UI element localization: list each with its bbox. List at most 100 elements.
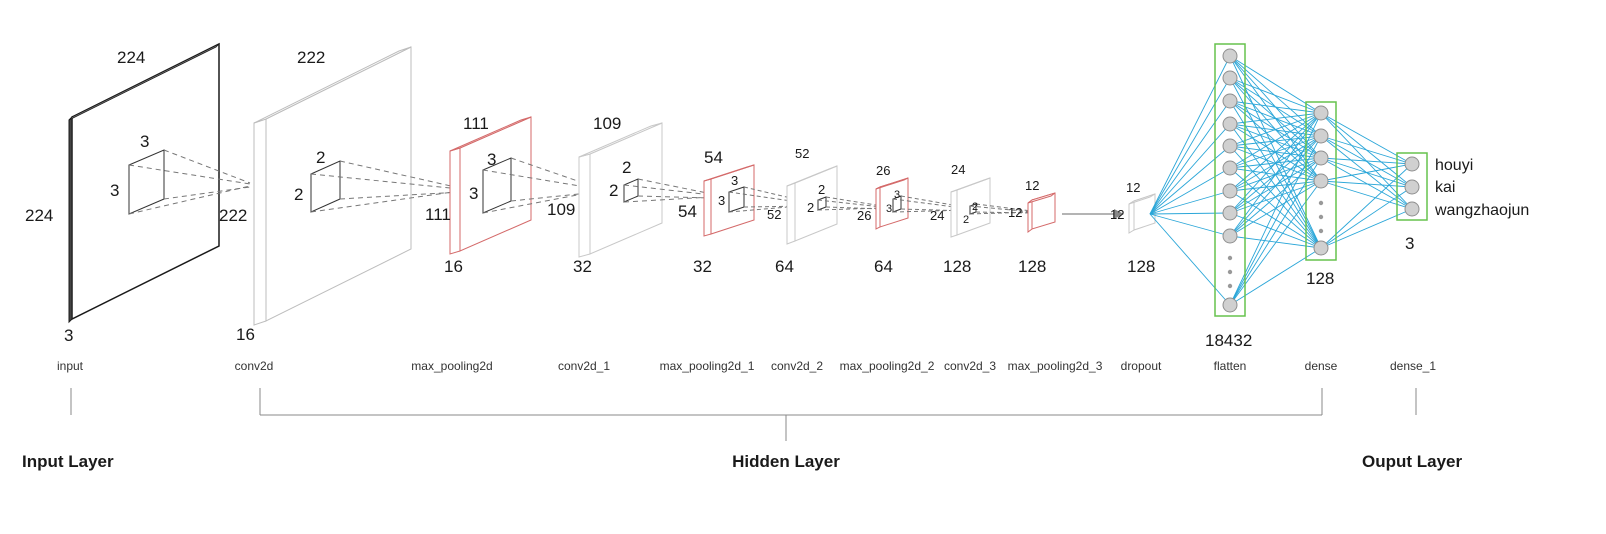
dropout-height-label: 12: [1110, 207, 1124, 222]
dense-box: [1305, 101, 1337, 261]
input-height-label: 224: [25, 206, 53, 225]
output-layer-group-label: Ouput Layer: [1362, 452, 1463, 471]
conv2d-2-width-label: 52: [795, 146, 809, 161]
dense-to-output-edge: [1320, 135, 1413, 165]
conv2d-2-kernel-w-label: 2: [818, 182, 825, 197]
conv2d-3-depth-label: 128: [943, 257, 971, 276]
max-pooling2d-kernel-h-label: 3: [469, 184, 478, 203]
output-node: [1404, 179, 1420, 195]
dense-to-output-edge: [1320, 163, 1413, 249]
conv2d-width-label: 222: [297, 48, 325, 67]
flatten-node: [1222, 228, 1238, 244]
max-pooling2d-1-width-label: 54: [704, 148, 723, 167]
dense-connections: [1149, 55, 1413, 306]
layer-name-max-pooling2d-2: max_pooling2d_2: [840, 359, 935, 373]
layer-name-max-pooling2d-1: max_pooling2d_1: [660, 359, 755, 373]
conv2d-3-kernel-h-label: 2: [963, 214, 969, 226]
flatten-to-dense-edge: [1229, 112, 1322, 237]
dropout-to-flatten-edge: [1149, 213, 1231, 237]
output-node: [1404, 156, 1420, 172]
dense-to-output-edge: [1320, 180, 1413, 188]
max-pooling2d-1-depth-label: 32: [693, 257, 712, 276]
layer-name-input: input: [57, 359, 84, 373]
flatten-to-dense-edge: [1229, 55, 1322, 137]
max-pooling2d-2-height-label: 26: [857, 208, 871, 223]
max-pooling2d-kernel-w-label: 3: [487, 150, 496, 169]
conv2d-2-block: [786, 165, 883, 245]
layer-name-flatten: flatten: [1214, 359, 1247, 373]
input-depth-label: 3: [64, 326, 73, 345]
max-pooling2d-2-block: [875, 177, 971, 230]
dense-node: [1313, 128, 1329, 144]
flatten-node: [1222, 93, 1238, 109]
input-layer-group-label: Input Layer: [22, 452, 114, 471]
conv2d-1-depth-label: 32: [573, 257, 592, 276]
output-class-label: kai: [1435, 179, 1455, 196]
conv2d-1-height-label: 109: [547, 200, 575, 219]
input-kernel-w-label: 3: [140, 132, 149, 151]
dropout-to-flatten-edge: [1149, 123, 1231, 215]
layer-name-dropout: dropout: [1121, 359, 1162, 373]
conv2d-2-height-label: 52: [767, 207, 781, 222]
max-pooling2d-3-width-label: 12: [1025, 178, 1039, 193]
dropout-depth-label: 128: [1127, 257, 1155, 276]
flatten-box: [1214, 43, 1246, 317]
dropout-to-flatten-edge: [1149, 167, 1231, 215]
layer-name-conv2d-3: conv2d_3: [944, 359, 996, 373]
dropout-to-flatten-edge: [1149, 190, 1231, 215]
conv2d-block: [253, 46, 461, 326]
dense-to-output-edge: [1320, 186, 1413, 249]
layer-name-conv2d-2: conv2d_2: [771, 359, 823, 373]
dense-to-output-edge: [1320, 112, 1413, 165]
dense-nodes: [1222, 48, 1420, 313]
dense-units-label: 128: [1306, 269, 1334, 288]
dropout-to-flatten-edge: [1149, 100, 1231, 215]
max-pooling2d-3-depth-label: 128: [1018, 257, 1046, 276]
flatten-to-dense-edge: [1229, 123, 1322, 137]
output-class-label: houyi: [1435, 157, 1473, 174]
flatten-node: [1222, 138, 1238, 154]
layer-name-conv2d-1: conv2d_1: [558, 359, 610, 373]
layer-name-max-pooling2d-3: max_pooling2d_3: [1008, 359, 1103, 373]
flatten-ellipsis-dot: [1227, 283, 1233, 289]
layer-name-dense-1: dense_1: [1390, 359, 1436, 373]
layer-name-dense: dense: [1305, 359, 1338, 373]
flatten-node: [1222, 48, 1238, 64]
conv2d-kernel-w-label: 2: [316, 148, 325, 167]
flatten-ellipsis-dot: [1227, 269, 1233, 275]
input-block: [68, 42, 251, 324]
max-pooling2d-3-height-label: 12: [1008, 205, 1022, 220]
conv2d-height-label: 222: [219, 206, 247, 225]
dense-to-output-edge: [1320, 157, 1413, 165]
conv2d-3-block: [950, 177, 1033, 238]
layer-name-conv2d: conv2d: [235, 359, 274, 373]
output-class-label: wangzhaojun: [1434, 202, 1529, 219]
layer-name-max-pooling2d: max_pooling2d: [411, 359, 492, 373]
dense-node: [1313, 240, 1329, 256]
dense-node: [1313, 173, 1329, 189]
flatten-to-dense-edge: [1229, 112, 1322, 125]
max-pooling2d-1-block: [703, 164, 813, 237]
dense-ellipsis-dot: [1318, 228, 1324, 234]
dropout-to-flatten-edge: [1149, 55, 1231, 215]
max-pooling2d-height-label: 111: [425, 205, 451, 224]
dropout-block: [1128, 193, 1156, 234]
dense-to-output-edge: [1320, 208, 1413, 249]
max-pooling2d-1-height-label: 54: [678, 202, 697, 221]
max-pooling2d-2-kernel-h-label: 3: [886, 203, 892, 215]
flatten-node: [1222, 116, 1238, 132]
conv2d-3-width-label: 24: [951, 162, 965, 177]
conv2d-2-depth-label: 64: [775, 257, 794, 276]
flatten-to-dense-edge: [1229, 77, 1322, 114]
dense-ellipsis-dot: [1318, 214, 1324, 220]
max-pooling2d-2-width-label: 26: [876, 163, 890, 178]
max-pooling2d-block: [449, 116, 599, 255]
dense-to-output-edge: [1320, 163, 1413, 182]
conv2d-1-kernel-w-label: 2: [622, 158, 631, 177]
flatten-node: [1222, 297, 1238, 313]
max-pooling2d-1-kernel-w-label: 3: [731, 173, 738, 188]
conv2d-depth-label: 16: [236, 325, 255, 344]
max-pooling2d-3-block: [1027, 192, 1056, 233]
